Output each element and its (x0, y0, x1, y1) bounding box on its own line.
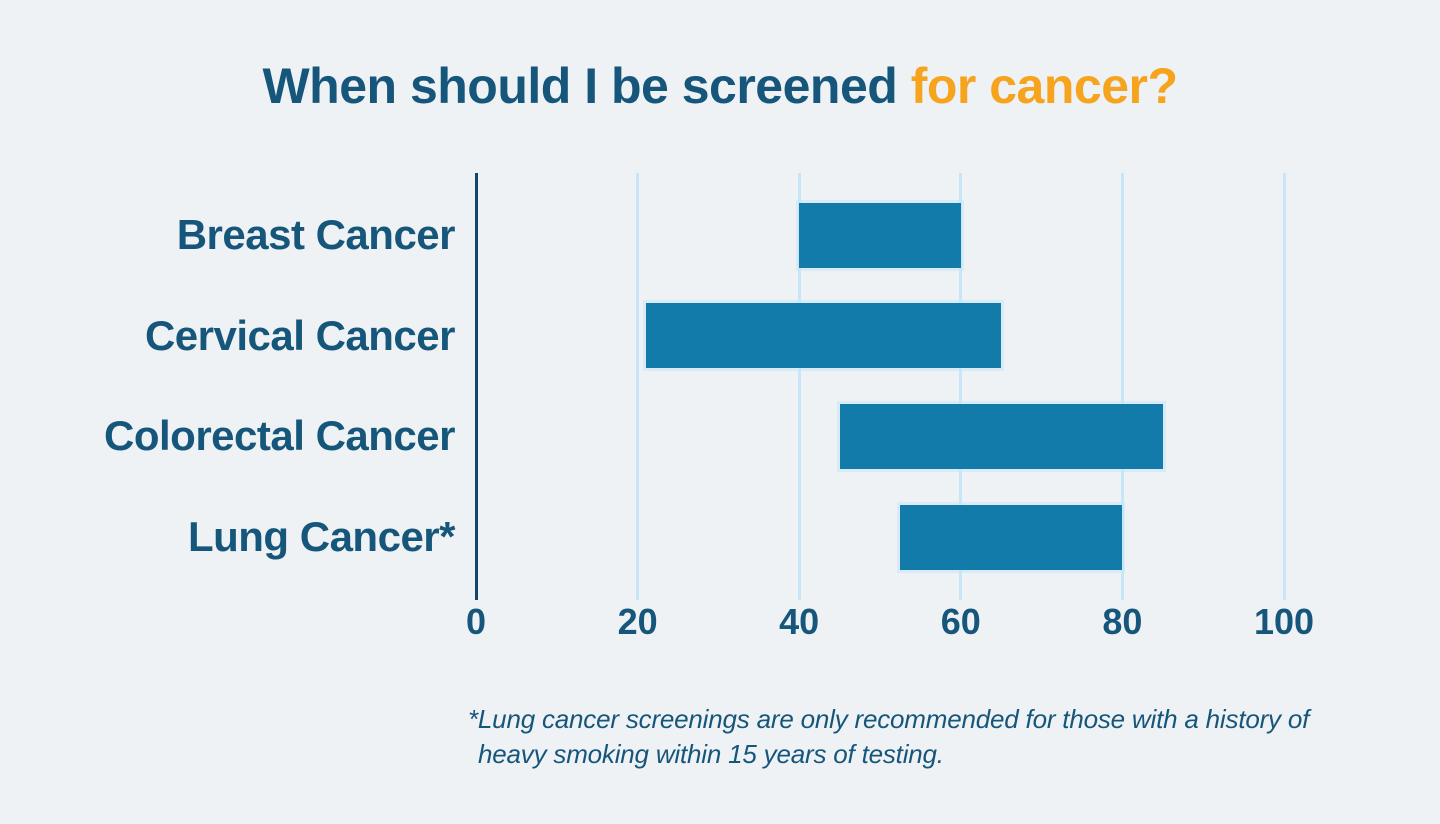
bar-cervical-cancer (645, 303, 1002, 368)
x-tick-label-100: 100 (1253, 601, 1315, 642)
gridline-60 (959, 173, 963, 600)
y-axis-labels: Breast Cancer Cervical Cancer Colorectal C… (40, 173, 455, 594)
gridline-40 (797, 173, 801, 600)
footnote-line-1: *Lung cancer screenings are only recomme… (468, 704, 1310, 734)
x-tick-label-40: 40 (779, 601, 820, 642)
plot-area (474, 173, 1286, 600)
chart-title: When should I be screened for cancer? (0, 54, 1440, 118)
x-axis-tick-labels: 0 20 40 60 80 100 (466, 600, 1314, 646)
y-axis-label-breast-cancer: Breast Cancer (176, 211, 456, 258)
footnote: *Lung cancer screenings are only recomme… (468, 702, 1309, 772)
y-axis-line (474, 173, 478, 600)
bar-colorectal-cancer (839, 403, 1163, 469)
y-axis-label-colorectal-cancer: Colorectal Cancer (104, 412, 455, 459)
gridline-100 (1282, 173, 1286, 600)
y-axis-label-lung-cancer: Lung Cancer* (187, 513, 456, 560)
x-tick-label-80: 80 (1102, 601, 1143, 642)
x-tick-label-60: 60 (940, 601, 981, 642)
x-tick-label-0: 0 (465, 601, 487, 642)
y-axis-label-cervical-cancer: Cervical Cancer (144, 311, 456, 359)
bar-lung-cancer (900, 504, 1123, 570)
x-tick-label-20: 20 (617, 601, 658, 642)
chart-title-highlight: for cancer? (910, 58, 1178, 114)
bar-breast-cancer (799, 202, 961, 268)
gridline-80 (1120, 173, 1124, 600)
chart-title-main: When should I be screened (262, 58, 911, 114)
footnote-line-2: heavy smoking within 15 years of testing… (478, 739, 944, 769)
gridline-20 (636, 173, 640, 600)
